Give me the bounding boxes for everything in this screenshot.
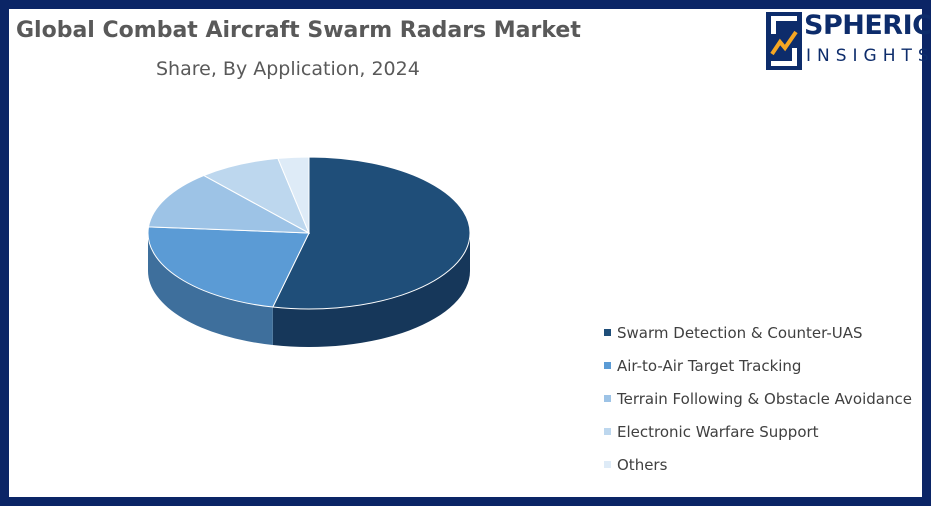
pie-slice-2[interactable] [147, 174, 310, 234]
legend-item: Others [604, 448, 924, 481]
pie-top [147, 156, 471, 310]
logo-word-top: SPHERICAL [804, 10, 931, 41]
chart-subtitle: Share, By Application, 2024 [156, 58, 420, 80]
pie-slice-1[interactable] [147, 226, 310, 308]
legend-label: Air-to-Air Target Tracking [617, 356, 802, 375]
legend-label: Electronic Warfare Support [617, 422, 819, 441]
logo-mark-icon [766, 12, 802, 70]
legend-swatch [604, 329, 611, 336]
legend-swatch [604, 362, 611, 369]
pie-side-0 [272, 233, 471, 347]
chart-legend: Swarm Detection & Counter-UAS Air-to-Air … [604, 316, 924, 481]
legend-item: Electronic Warfare Support [604, 415, 924, 448]
legend-swatch [604, 395, 611, 402]
legend-label: Others [617, 455, 668, 474]
pie-slice-4[interactable] [277, 156, 310, 234]
legend-swatch [604, 428, 611, 435]
logo-word-bottom: INSIGHTS [806, 46, 931, 66]
legend-item: Terrain Following & Obstacle Avoidance [604, 382, 924, 415]
legend-label: Terrain Following & Obstacle Avoidance [617, 389, 912, 408]
legend-item: Air-to-Air Target Tracking [604, 349, 924, 382]
pie-sides [148, 233, 471, 347]
legend-label: Swarm Detection & Counter-UAS [617, 323, 863, 342]
spherical-insights-logo: SPHERICAL INSIGHTS [766, 10, 931, 70]
pie-side-1 [148, 233, 273, 346]
chart-title: Global Combat Aircraft Swarm Radars Mark… [16, 18, 581, 43]
pie-slice-0[interactable] [272, 156, 471, 310]
legend-item: Swarm Detection & Counter-UAS [604, 316, 924, 349]
legend-swatch [604, 461, 611, 468]
